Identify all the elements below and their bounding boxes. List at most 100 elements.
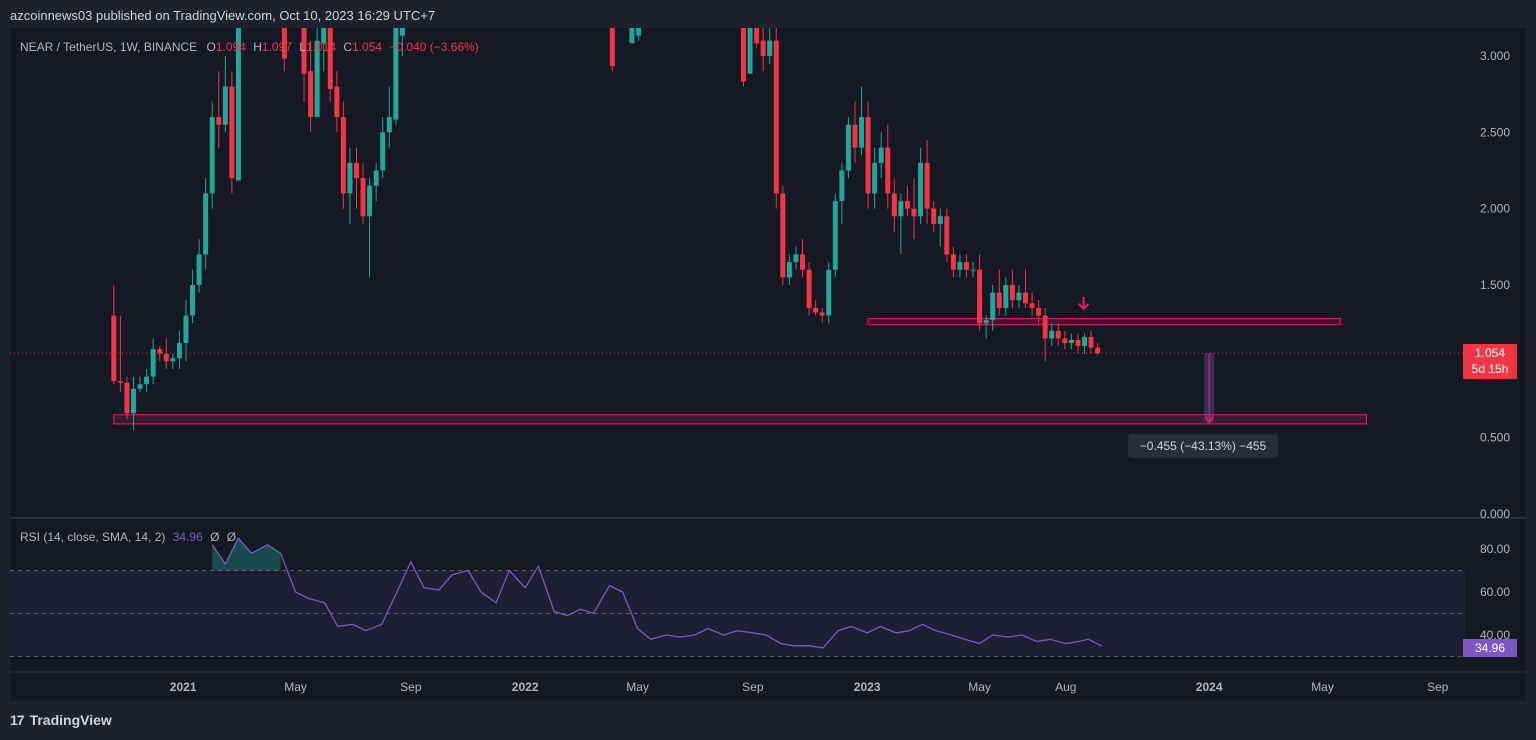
price-tick-label: 2.000 <box>1480 202 1510 216</box>
rsi-line <box>211 537 1102 649</box>
rsi-label[interactable]: RSI (14, close, SMA, 14, 2) <box>20 530 166 544</box>
candle-body <box>859 117 865 148</box>
candle-body <box>209 117 215 194</box>
candle-body <box>904 201 910 209</box>
candle-body <box>399 28 405 36</box>
candle-body <box>301 28 307 74</box>
time-tick-label: Aug <box>1055 680 1076 694</box>
chart-canvas[interactable]: 3.000 2.500 2.000 1.500 0.500 0.000 80.00 60.00… <box>10 28 1526 701</box>
candle-body <box>163 353 169 362</box>
candle-body <box>924 162 930 209</box>
candle-body <box>832 201 838 270</box>
tradingview-logo[interactable]: 17 TradingView <box>10 712 112 728</box>
candle-body <box>629 28 635 44</box>
candle-body <box>963 262 969 270</box>
candle-body <box>170 358 176 362</box>
candle-body <box>813 307 819 313</box>
candle-body <box>740 28 746 82</box>
candle-body <box>872 162 878 194</box>
candle-body <box>845 124 851 171</box>
time-tick-label: Sep <box>742 680 764 694</box>
last-price-badge: 1.054 5d 15h <box>1463 344 1517 379</box>
candle-body <box>1049 330 1055 339</box>
candle-body <box>1055 330 1061 339</box>
candle-body <box>144 376 150 385</box>
price-tick-label: 3.000 <box>1480 49 1510 63</box>
candle-body <box>327 28 333 90</box>
candle-body <box>1042 315 1048 339</box>
time-tick-label: May <box>1311 680 1334 694</box>
time-tick-label: 2023 <box>854 680 881 694</box>
candle-body <box>308 71 314 118</box>
tradingview-brand: TradingView <box>29 712 112 728</box>
candle-body <box>819 312 825 316</box>
candle-body <box>360 178 366 217</box>
candle-body <box>970 269 976 271</box>
symbol-label[interactable]: NEAR / TetherUS, 1W, BINANCE <box>20 40 198 54</box>
candle-body <box>1016 292 1022 301</box>
time-tick-label: 2022 <box>512 680 539 694</box>
candle-body <box>839 170 845 202</box>
candle-body <box>340 117 346 194</box>
time-tick-label: May <box>968 680 991 694</box>
candle-body <box>937 216 943 224</box>
candle-body <box>393 28 399 120</box>
candle-body <box>130 388 136 414</box>
candle-body <box>1088 336 1094 348</box>
support-zone-2 <box>113 414 1368 425</box>
candle-body <box>203 193 209 255</box>
last-price-value: 1.054 <box>1474 346 1506 360</box>
candle-body <box>931 208 937 224</box>
rsi-tick-label: 60.00 <box>1480 585 1510 599</box>
low-value: 1.014 <box>305 40 336 54</box>
candle-body <box>229 86 235 179</box>
candle-body <box>334 86 340 118</box>
time-tick-label: 2021 <box>170 680 197 694</box>
high-value: 1.097 <box>261 40 292 54</box>
candle-body <box>281 28 287 59</box>
low-label: L <box>299 40 306 54</box>
candle-body <box>754 28 760 44</box>
candle-body <box>1036 307 1042 316</box>
candle-body <box>918 162 924 217</box>
candle-body <box>367 185 373 217</box>
time-tick-label: May <box>284 680 307 694</box>
candle-body <box>852 124 858 148</box>
candle-body <box>826 269 832 316</box>
candle-body <box>347 162 353 194</box>
chart-frame[interactable]: 3.000 2.500 2.000 1.500 0.500 0.000 80.00 60.00… <box>10 28 1526 701</box>
candle-body <box>911 208 917 217</box>
bar-countdown: 5d 15h <box>1471 362 1509 376</box>
candle-body <box>314 40 320 118</box>
high-label: H <box>253 40 262 54</box>
rsi-tick-label: 80.00 <box>1480 542 1510 556</box>
candle-body <box>983 320 989 324</box>
close-value: 1.054 <box>352 40 383 54</box>
candle-body <box>183 315 189 344</box>
close-label: C <box>343 40 353 54</box>
rsi-value-badge: 34.96 <box>1463 639 1517 657</box>
tradingview-mark-icon: 17 <box>10 712 25 728</box>
rsi-tick-label: 40.00 <box>1480 628 1510 642</box>
candle-body <box>747 28 753 74</box>
candle-body <box>321 28 327 44</box>
time-tick-label: Sep <box>1427 680 1449 694</box>
price-tick-label: 2.500 <box>1480 125 1510 139</box>
candle-body <box>124 382 130 414</box>
candle-body <box>1029 303 1035 308</box>
measure-arrow-icon <box>1204 415 1214 424</box>
time-tick-label: May <box>626 680 649 694</box>
candle-body <box>235 28 241 181</box>
rsi-extra-2: Ø <box>226 530 237 544</box>
candle-body <box>950 254 956 270</box>
candle-body <box>1062 338 1068 344</box>
candle-body <box>1082 336 1088 347</box>
rsi-legend-value: 34.96 <box>172 530 203 544</box>
price-tick-label: 0.000 <box>1480 507 1510 521</box>
candle-body <box>977 269 983 324</box>
candle-body <box>957 262 963 270</box>
price-legend: NEAR / TetherUS, 1W, BINANCE O1.094 H1.0… <box>20 40 479 54</box>
candle-body <box>157 349 163 354</box>
candle-body <box>996 292 1002 308</box>
candle-body <box>1068 339 1074 344</box>
